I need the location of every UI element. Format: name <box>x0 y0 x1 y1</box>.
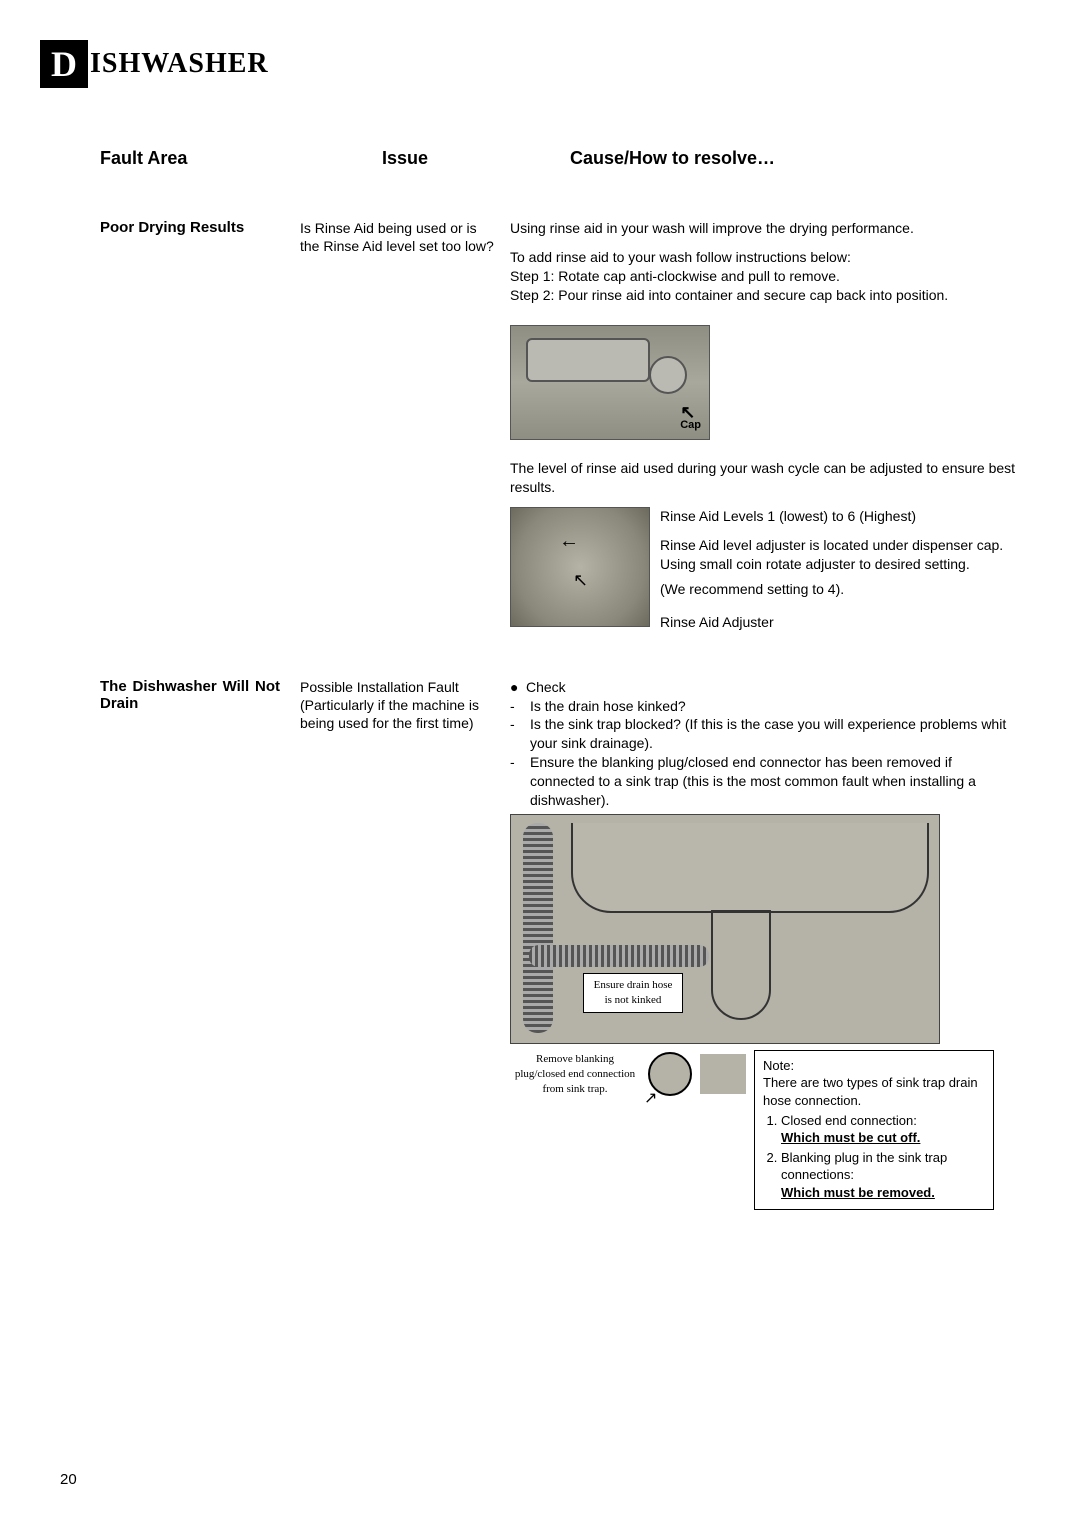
issue-line: Possible Installation Fault <box>300 679 459 695</box>
dash-list: -Is the drain hose kinked? -Is the sink … <box>510 697 1020 810</box>
remove-blanking-label: Remove blanking plug/closed end connecti… <box>510 1050 640 1099</box>
page-header: D ISHWASHER <box>40 40 1020 88</box>
note-line: Closed end connection: <box>781 1113 917 1128</box>
adjuster-recommend: (We recommend setting to 4). <box>660 580 1020 599</box>
dispenser-image: Cap <box>510 325 710 440</box>
table-row: Poor Drying Results Is Rinse Aid being u… <box>40 219 1020 638</box>
adjuster-text: Rinse Aid level adjuster is located unde… <box>660 536 1020 574</box>
cause-text: Using rinse aid in your wash will improv… <box>510 219 1020 638</box>
header-initial: D <box>40 40 88 88</box>
small-trap-image <box>700 1054 746 1094</box>
callout-circle <box>648 1052 692 1096</box>
cause-p: To add rinse aid to your wash follow ins… <box>510 248 1020 305</box>
note-emphasis: Which must be cut off. <box>781 1130 920 1145</box>
cause-line: Step 2: Pour rinse aid into container an… <box>510 287 948 303</box>
note-emphasis: Which must be removed. <box>781 1185 935 1200</box>
adjuster-block: Rinse Aid Levels 1 (lowest) to 6 (Highes… <box>510 507 1020 637</box>
check-bullet: ●Check <box>510 678 1020 697</box>
column-headers: Fault Area Issue Cause/How to resolve… <box>40 148 1020 169</box>
col-cause-header: Cause/How to resolve… <box>510 148 1020 169</box>
list-item: Is the drain hose kinked? <box>530 697 686 716</box>
cause-line: Step 1: Rotate cap anti-clockwise and pu… <box>510 268 840 284</box>
page-number: 20 <box>60 1471 77 1488</box>
cause-p: The level of rinse aid used during your … <box>510 459 1020 497</box>
note-line: Blanking plug in the sink trap connectio… <box>781 1150 947 1183</box>
note-title: Note: <box>763 1057 985 1075</box>
note-intro: There are two types of sink trap drain h… <box>763 1074 985 1109</box>
fault-area: Poor Drying Results <box>100 219 300 638</box>
diagram-label-hose: Ensure drain hose is not kinked <box>583 973 683 1013</box>
fault-area: The Dishwasher Will Not Drain <box>100 678 300 1211</box>
cause-line: To add rinse aid to your wash follow ins… <box>510 249 851 265</box>
issue-text: Is Rinse Aid being used or is the Rinse … <box>300 219 510 638</box>
note-item: Closed end connection: Which must be cut… <box>781 1112 985 1147</box>
check-label: Check <box>526 678 566 697</box>
list-item: Is the sink trap blocked? (If this is th… <box>530 715 1020 753</box>
cap-label: Cap <box>680 407 701 433</box>
levels-label: Rinse Aid Levels 1 (lowest) to 6 (Highes… <box>660 507 1020 526</box>
header-title: ISHWASHER <box>90 48 269 80</box>
table-row: The Dishwasher Will Not Drain Possible I… <box>40 678 1020 1211</box>
sink-diagram: Ensure drain hose is not kinked <box>510 814 940 1044</box>
below-diagram: Remove blanking plug/closed end connecti… <box>510 1050 1020 1210</box>
note-item: Blanking plug in the sink trap connectio… <box>781 1149 985 1202</box>
adjuster-image <box>510 507 650 627</box>
issue-line: (Particularly if the machine is being us… <box>300 697 479 731</box>
list-item: Ensure the blanking plug/closed end conn… <box>530 753 1020 810</box>
issue-text: Possible Installation Fault (Particularl… <box>300 678 510 1211</box>
cause-p: Using rinse aid in your wash will improv… <box>510 219 1020 238</box>
cause-text: ●Check -Is the drain hose kinked? -Is th… <box>510 678 1020 1211</box>
note-box: Note: There are two types of sink trap d… <box>754 1050 994 1210</box>
adjuster-label: Rinse Aid Adjuster <box>660 613 1020 632</box>
col-issue-header: Issue <box>300 148 510 169</box>
col-fault-header: Fault Area <box>100 148 300 169</box>
